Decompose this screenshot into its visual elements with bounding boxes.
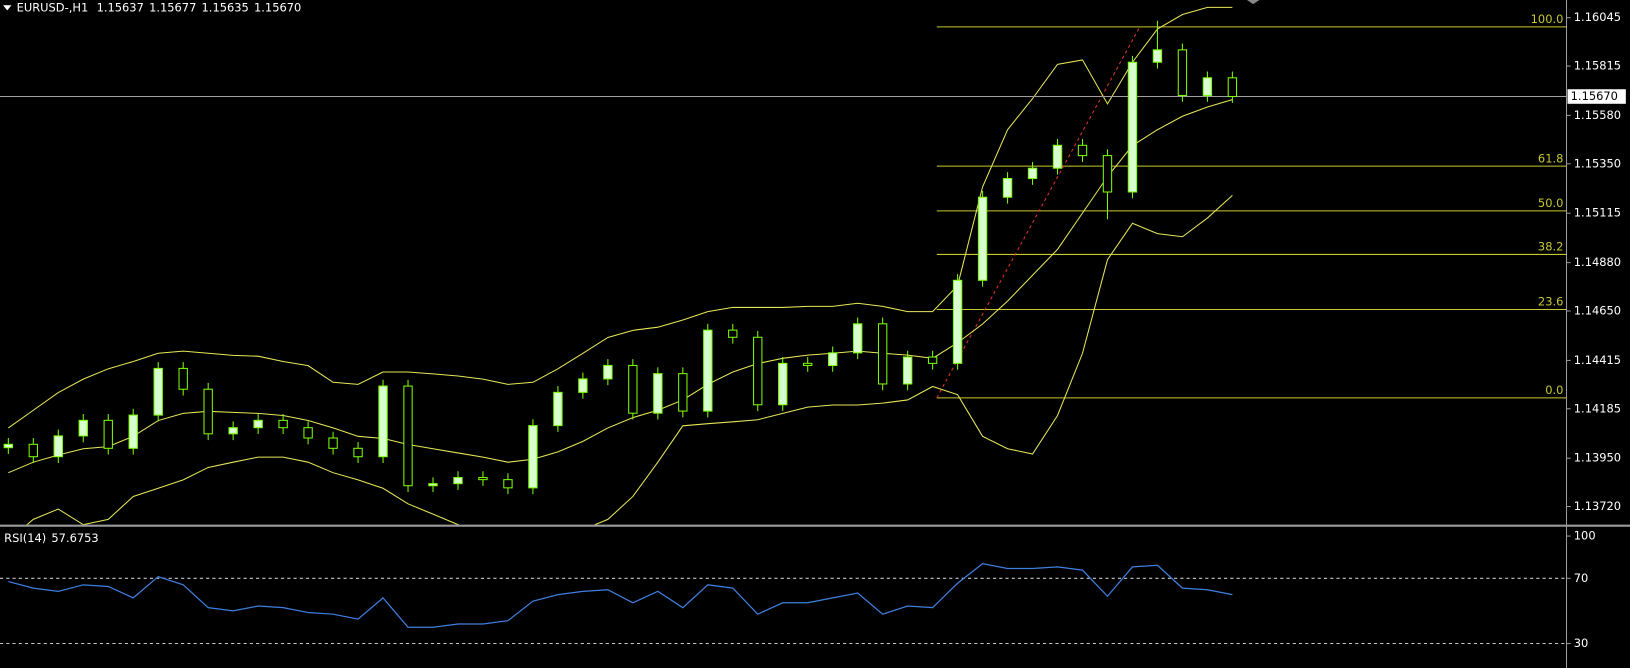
fib-label: 0.0 — [1545, 383, 1563, 397]
candle-body — [927, 356, 938, 364]
candle-body — [403, 385, 413, 487]
y-tick-label: 1.14415 — [1574, 353, 1621, 367]
rsi-title: RSI(14) — [4, 531, 46, 545]
candle-body — [528, 425, 538, 489]
candle-body — [428, 483, 438, 487]
candle-body — [53, 435, 63, 458]
candle-body — [753, 336, 763, 406]
candle-body — [78, 419, 88, 437]
y-tick-label: 30 — [1574, 636, 1589, 650]
candle-body — [203, 388, 213, 435]
candle-body — [328, 437, 338, 449]
fib-label: 100.0 — [1531, 12, 1564, 26]
candle-body — [353, 447, 363, 458]
y-tick-label: 1.14185 — [1574, 401, 1621, 415]
candle-body — [278, 419, 288, 429]
y-tick-label: 1.14880 — [1574, 255, 1621, 269]
fib-label: 50.0 — [1538, 196, 1563, 210]
fib-label: 38.2 — [1538, 240, 1563, 254]
candle-body — [553, 391, 563, 427]
candle-body — [603, 364, 613, 380]
y-tick-label: 1.13950 — [1574, 451, 1621, 465]
candle-body — [1002, 178, 1013, 198]
candle-body — [128, 414, 138, 449]
bollinger-band — [8, 6, 1233, 429]
header-open: 1.15637 — [97, 0, 144, 14]
candle-body — [478, 477, 488, 481]
y-tick-label: 1.14650 — [1574, 304, 1621, 318]
candle-body — [902, 356, 913, 385]
candle-body — [653, 373, 663, 414]
header-close: 1.15670 — [254, 0, 301, 14]
current-price-label: 1.15670 — [1571, 89, 1618, 103]
candle-body — [952, 279, 963, 364]
rsi-value: 57.6753 — [51, 531, 98, 545]
main-plot — [0, 6, 1567, 525]
rsi-line — [8, 562, 1233, 628]
candle-body — [703, 329, 713, 412]
candle-body — [778, 362, 788, 406]
symbol: EURUSD-,H1 — [17, 0, 89, 14]
y-tick-label: 1.13720 — [1574, 499, 1621, 513]
candle-body — [1202, 77, 1213, 96]
candle-body — [378, 385, 388, 458]
header: EURUSD-,H1 1.15637 1.15677 1.15635 1.15670 — [17, 0, 302, 14]
y-tick-label: 70 — [1574, 571, 1589, 585]
candle-body — [178, 367, 188, 390]
rsi-plot — [0, 562, 1567, 645]
candle-body — [877, 323, 888, 385]
current-price-box — [1567, 89, 1626, 104]
candle-body — [1077, 144, 1088, 157]
candle-body — [1127, 61, 1138, 193]
candle-body — [228, 427, 238, 435]
scroll-marker — [1246, 0, 1260, 5]
candle-body — [1177, 49, 1188, 96]
rsi-header: RSI(14) 57.6753 — [4, 531, 99, 545]
candle-body — [828, 352, 838, 366]
fib-label: 23.6 — [1538, 295, 1563, 309]
header-high: 1.15677 — [149, 0, 196, 14]
candle-body — [1152, 49, 1163, 63]
candle-body — [303, 427, 313, 439]
candle-body — [3, 443, 14, 449]
candle-body — [803, 362, 813, 366]
candle-body — [1102, 155, 1113, 193]
y-tick-label: 1.15815 — [1574, 59, 1621, 73]
candle-body — [453, 477, 463, 485]
y-tick-label: 1.15580 — [1574, 108, 1621, 122]
fib-trend — [936, 26, 1141, 399]
candle-body — [28, 443, 38, 458]
candle-body — [1027, 167, 1038, 180]
candle-body — [678, 373, 688, 412]
candle-body — [977, 196, 988, 281]
candle-body — [103, 419, 113, 449]
candle-body — [728, 329, 738, 338]
y-tick-label: 1.15350 — [1574, 156, 1621, 170]
fib-label: 61.8 — [1538, 151, 1563, 165]
header-low: 1.15635 — [202, 0, 249, 14]
menu-arrow[interactable] — [3, 5, 12, 11]
y-tick-label: 1.16045 — [1574, 10, 1621, 24]
candle-body — [503, 479, 513, 489]
y-tick-label: 100 — [1574, 529, 1596, 543]
y-tick-label: 1.15115 — [1574, 206, 1621, 220]
candle-body — [1052, 144, 1063, 169]
candle-body — [852, 323, 863, 354]
candle-body — [153, 367, 163, 416]
candle-body — [253, 419, 263, 429]
candle-body — [628, 364, 638, 414]
bollinger-band — [26, 194, 1233, 525]
candle-body — [578, 378, 588, 393]
candle-body — [1227, 77, 1238, 98]
